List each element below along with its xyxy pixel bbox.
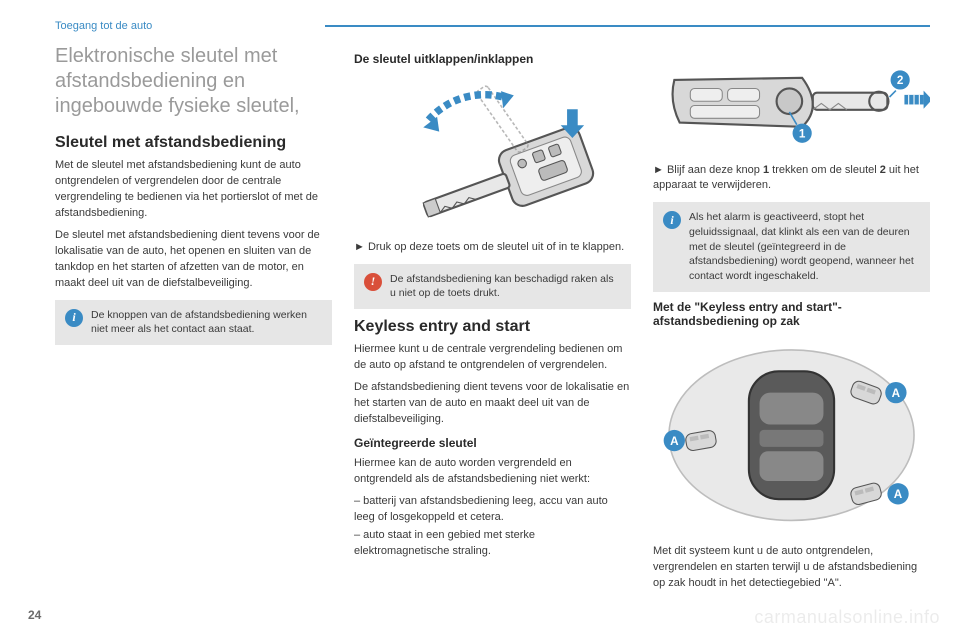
column-1: Elektronische sleutel met afstandsbedien…: [55, 44, 332, 598]
figure-detection-zone: A A A: [653, 334, 930, 536]
svg-text:A: A: [892, 387, 901, 400]
svg-text:2: 2: [897, 74, 904, 87]
warning-icon: !: [364, 273, 382, 291]
body-text: Met dit systeem kunt u de auto ontgrende…: [653, 544, 930, 592]
body-text: Hiermee kunt u de centrale vergrendeling…: [354, 342, 631, 374]
warning-note-text: De afstandsbediening kan beschadigd rake…: [390, 272, 621, 301]
page-title: Elektronische sleutel met afstandsbedien…: [55, 44, 332, 119]
watermark: carmanualsonline.info: [754, 607, 940, 628]
list-item: – auto staat in een gebied met sterke el…: [354, 528, 631, 560]
header-rule: [325, 25, 930, 27]
page-number: 24: [28, 608, 41, 622]
body-text: ► Druk op deze toets om de sleutel uit o…: [354, 240, 631, 256]
figure-flip-key: [354, 72, 631, 232]
body-text: Met de sleutel met afstandsbediening kun…: [55, 158, 332, 222]
bullet-list: – batterij van afstandsbediening leeg, a…: [354, 494, 631, 560]
column-3: 1 2 ► Blijf aan deze knop 1: [653, 44, 930, 598]
body-text: Hiermee kan de auto worden vergrendeld e…: [354, 456, 631, 488]
info-note-text: Als het alarm is geactiveerd, stopt het …: [689, 210, 920, 283]
section-heading-remote-key: Sleutel met afstandsbediening: [55, 133, 332, 152]
info-note: i Als het alarm is geactiveerd, stopt he…: [653, 202, 930, 291]
body-text: De sleutel met afstandsbediening dient t…: [55, 228, 332, 292]
svg-text:1: 1: [799, 127, 806, 140]
subheading-fold-key: De sleutel uitklappen/inklappen: [354, 52, 631, 66]
breadcrumb: Toegang tot de auto: [55, 20, 315, 32]
svg-text:A: A: [894, 488, 903, 501]
column-2: De sleutel uitklappen/inklappen: [354, 44, 631, 598]
section-heading-keyless: Keyless entry and start: [354, 317, 631, 336]
svg-text:A: A: [670, 435, 679, 448]
body-text: ► Blijf aan deze knop 1 trekken om de sl…: [653, 163, 930, 195]
info-note: i De knoppen van de afstandsbediening we…: [55, 300, 332, 345]
warning-note: ! De afstandsbediening kan beschadigd ra…: [354, 264, 631, 309]
info-icon: i: [65, 309, 83, 327]
subheading-integrated-key: Geïntegreerde sleutel: [354, 436, 631, 450]
body-text: De afstandsbediening dient tevens voor d…: [354, 380, 631, 428]
info-note-text: De knoppen van de afstandsbediening werk…: [91, 308, 322, 337]
list-item: – batterij van afstandsbediening leeg, a…: [354, 494, 631, 526]
info-icon: i: [663, 211, 681, 229]
subheading-keyless-pocket: Met de "Keyless entry and start"-afstand…: [653, 300, 930, 328]
figure-remove-key: 1 2: [653, 48, 930, 155]
